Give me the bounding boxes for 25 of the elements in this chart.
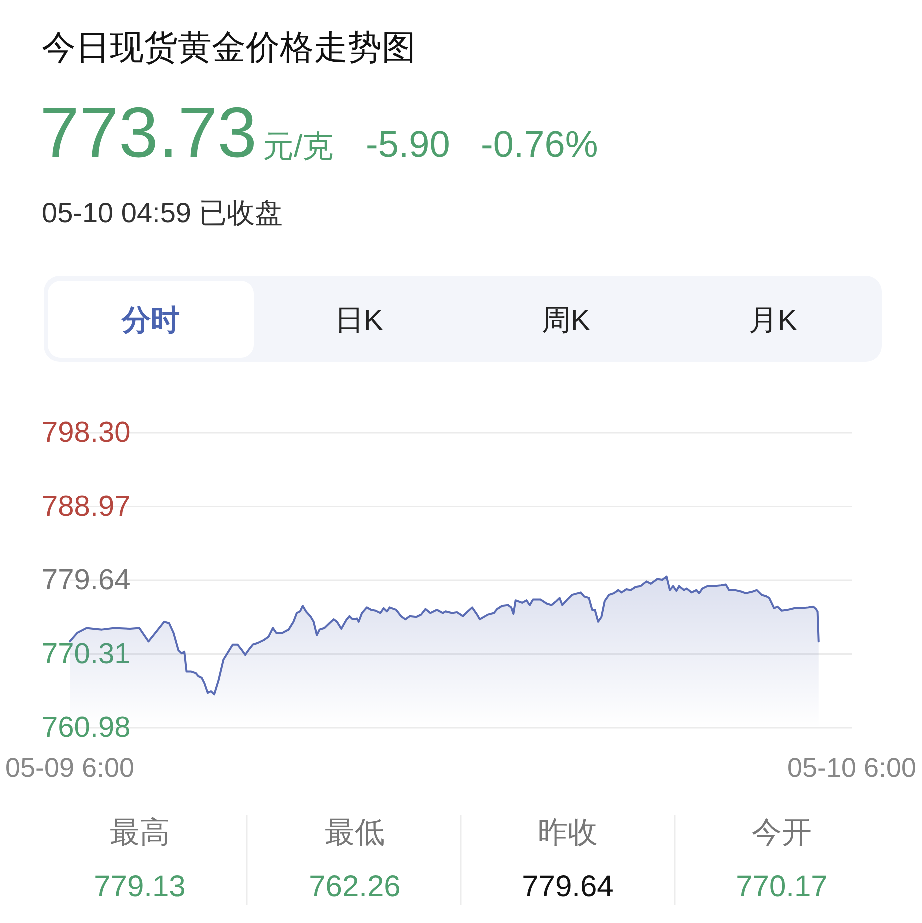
- y-tick-label: 760.98: [42, 712, 131, 744]
- text: 分时: [121, 305, 180, 337]
- y-tick-label: 779.64: [42, 564, 131, 596]
- text: 762.26: [309, 870, 401, 904]
- text: 779.64: [522, 870, 614, 904]
- text: 最低: [325, 816, 385, 850]
- y-tick-label: 788.97: [42, 490, 131, 523]
- text: -0.76%: [481, 124, 598, 165]
- y-tick-label: 798.30: [42, 417, 131, 449]
- text: 773.73: [40, 94, 258, 173]
- text: 今开: [752, 816, 812, 850]
- text: 月K: [748, 305, 798, 337]
- text: 05-10 04:59 已收盘: [42, 198, 284, 228]
- text: -5.90: [366, 124, 450, 165]
- text: 770.17: [736, 870, 828, 904]
- text: 元/克: [263, 129, 334, 164]
- text: 昨收: [538, 816, 598, 850]
- text: 779.13: [94, 870, 186, 904]
- x-tick-label: 05-10 6:00: [787, 753, 917, 783]
- x-tick-label: 05-09 6:00: [5, 753, 135, 783]
- y-tick-label: 770.31: [42, 638, 131, 670]
- chart-title: 今日现货黄金价格走势图: [42, 29, 416, 67]
- text: 最高: [110, 816, 170, 850]
- text: 日K: [334, 305, 384, 337]
- text: 周K: [542, 305, 591, 337]
